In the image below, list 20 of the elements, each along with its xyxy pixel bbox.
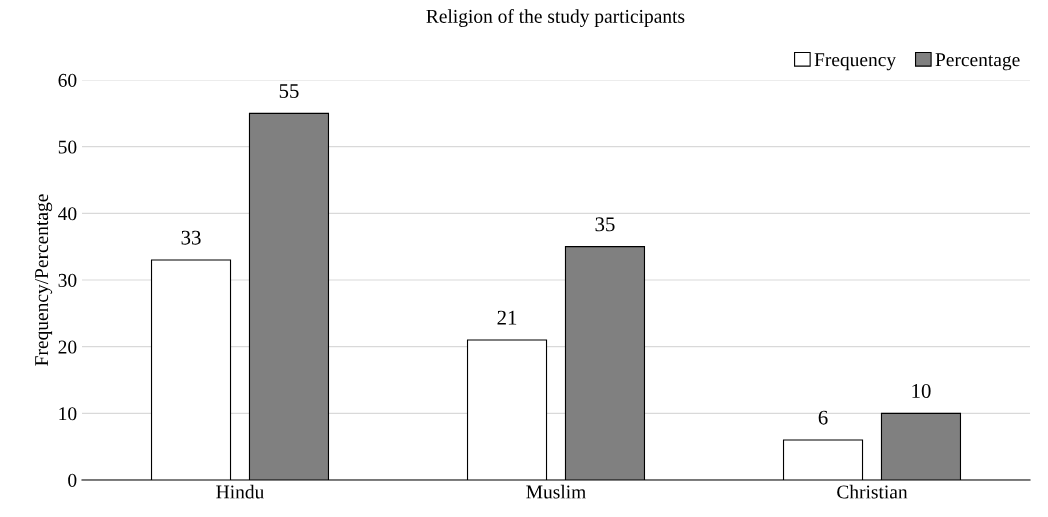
y-tick-label: 0 (68, 473, 77, 487)
data-label: 21 (497, 310, 517, 325)
x-tick-label: Hindu (216, 484, 264, 499)
data-label: 33 (181, 230, 201, 245)
chart-title: Religion of the study participants (426, 9, 685, 27)
data-label: 10 (912, 383, 931, 398)
data-label: 55 (279, 84, 299, 98)
y-axis-title: Frequency/Percentage (35, 194, 53, 366)
data-label: 35 (595, 217, 615, 232)
y-tick-label: 30 (58, 273, 77, 287)
y-tick-label: 50 (58, 140, 77, 154)
legend-label: Frequency (814, 53, 897, 71)
data-label: 6 (818, 410, 828, 425)
y-tick-label: 60 (58, 73, 77, 87)
y-tick-label: 20 (58, 340, 77, 354)
y-tick-label: 40 (58, 207, 77, 221)
legend-label: Percentage (935, 53, 1020, 71)
x-tick-label: Muslim (526, 484, 586, 499)
x-tick-label: Christian (837, 484, 908, 499)
y-tick-label: 10 (59, 407, 77, 421)
